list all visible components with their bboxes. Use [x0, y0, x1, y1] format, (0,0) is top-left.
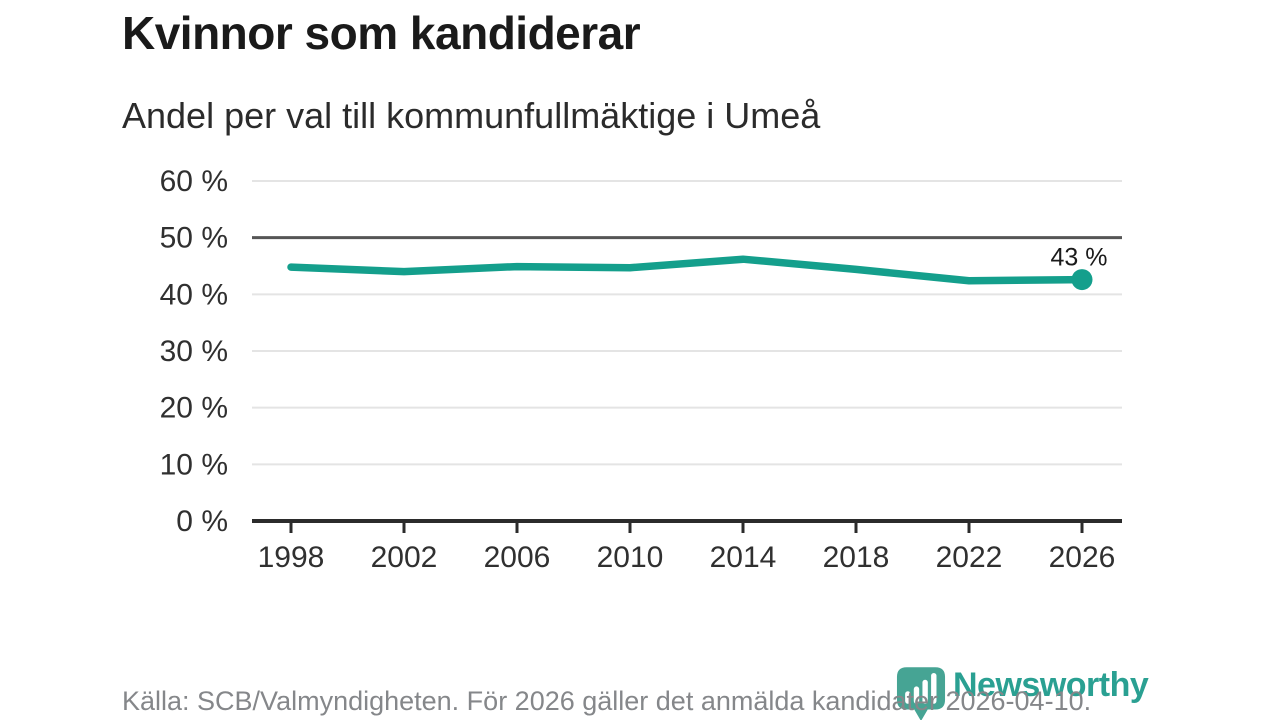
- y-tick-label: 50 %: [160, 222, 228, 255]
- x-tick-label: 1998: [258, 541, 325, 574]
- y-tick-label: 20 %: [160, 392, 228, 425]
- y-tick-label: 10 %: [160, 448, 228, 481]
- chart-subtitle: Andel per val till kommunfullmäktige i U…: [122, 95, 821, 136]
- y-tick-label: 60 %: [160, 165, 228, 198]
- data-line: [287, 255, 1086, 285]
- y-tick-label: 0 %: [176, 505, 228, 538]
- end-point-marker: [1071, 269, 1093, 291]
- newsworthy-barchart-pin-icon: [896, 667, 946, 720]
- end-point-label: 43 %: [1051, 244, 1108, 272]
- newsworthy-logo: Newsworthy: [896, 664, 1196, 720]
- chart-title: Kvinnor som kandiderar: [122, 7, 641, 59]
- x-tick-label: 2018: [823, 541, 890, 574]
- source-note: Källa: SCB/Valmyndigheten. För 2026 gäll…: [122, 686, 1092, 716]
- x-tick-label: 2006: [484, 541, 551, 574]
- x-tick-label: 2010: [597, 541, 664, 574]
- x-tick-label: 2022: [936, 541, 1003, 574]
- y-tick-label: 30 %: [160, 335, 228, 368]
- x-tick-label: 2014: [710, 541, 777, 574]
- x-tick-label: 2026: [1049, 541, 1116, 574]
- y-tick-label: 40 %: [160, 278, 228, 311]
- newsworthy-wordmark: Newsworthy: [953, 666, 1149, 704]
- x-tick-label: 2002: [371, 541, 438, 574]
